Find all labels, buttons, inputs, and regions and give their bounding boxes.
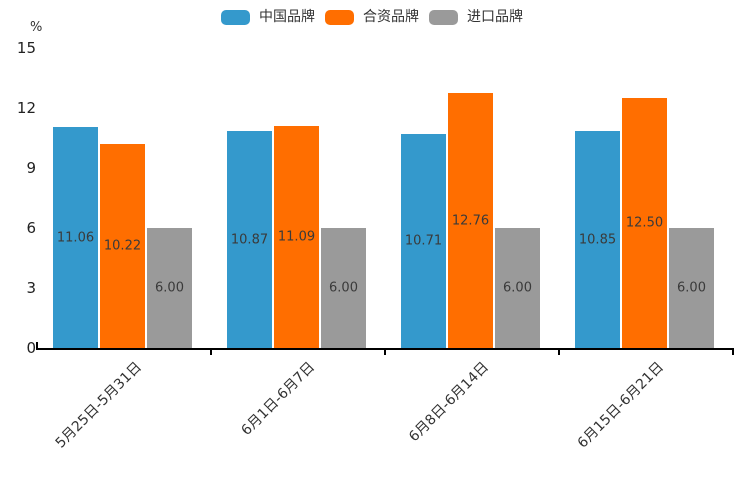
bar-value-label: 6.00 xyxy=(329,280,358,296)
x-axis-tick xyxy=(36,342,38,348)
legend-item-2[interactable]: 合资品牌 xyxy=(325,8,419,26)
bar-value-label: 6.00 xyxy=(155,280,184,296)
bar-进口品牌-5月25日-5月31日[interactable]: 6.00 xyxy=(147,228,192,348)
x-axis-tick-label: 6月8日-6月14日 xyxy=(406,359,493,446)
bar-合资品牌-6月1日-6月7日[interactable]: 11.09 xyxy=(274,126,319,348)
x-axis-tick xyxy=(384,350,386,355)
legend-swatch-icon xyxy=(325,9,354,25)
y-axis-tick-label: 15 xyxy=(16,39,36,57)
bar-value-label: 11.06 xyxy=(56,230,95,245)
bar-进口品牌-6月8日-6月14日[interactable]: 6.00 xyxy=(495,228,540,348)
bar-value-label: 6.00 xyxy=(677,280,706,296)
legend-swatch-icon xyxy=(429,9,458,25)
bar-value-label: 10.85 xyxy=(578,232,617,247)
bar-合资品牌-6月8日-6月14日[interactable]: 12.76 xyxy=(448,93,493,348)
bar-中国品牌-6月15日-6月21日[interactable]: 10.85 xyxy=(575,131,620,348)
y-axis-tick-label: 6 xyxy=(26,219,36,237)
bar-value-label: 10.71 xyxy=(404,233,443,249)
legend-label: 合资品牌 xyxy=(363,9,419,25)
bar-进口品牌-6月1日-6月7日[interactable]: 6.00 xyxy=(321,228,366,348)
x-axis-tick xyxy=(558,350,560,355)
x-axis-tick-label: 6月15日-6月21日 xyxy=(574,359,667,452)
bar-value-label: 10.87 xyxy=(230,232,269,247)
x-axis-tick xyxy=(732,350,734,355)
legend: 中国品牌 合资品牌 进口品牌 xyxy=(0,8,744,26)
y-axis-tick-label: 3 xyxy=(26,279,36,297)
bar-value-label: 12.76 xyxy=(451,213,490,228)
bar-合资品牌-6月15日-6月21日[interactable]: 12.50 xyxy=(622,98,667,348)
x-axis-tick-label: 6月1日-6月7日 xyxy=(238,359,319,439)
bar-value-label: 11.09 xyxy=(277,229,316,245)
x-axis-tick-label: 5月25日-5月31日 xyxy=(52,359,145,452)
y-axis-tick-label: 12 xyxy=(16,99,36,117)
x-axis-line xyxy=(36,348,734,350)
bar-中国品牌-5月25日-5月31日[interactable]: 11.06 xyxy=(53,127,98,348)
legend-label: 中国品牌 xyxy=(259,9,315,25)
bar-进口品牌-6月15日-6月21日[interactable]: 6.00 xyxy=(669,228,714,348)
x-axis-tick xyxy=(210,350,212,355)
legend-item-3[interactable]: 进口品牌 xyxy=(429,8,523,26)
bar-value-label: 6.00 xyxy=(503,280,532,296)
bar-中国品牌-6月8日-6月14日[interactable]: 10.71 xyxy=(401,134,446,348)
y-axis-unit-label: % xyxy=(30,20,43,35)
legend-item-1[interactable]: 中国品牌 xyxy=(221,8,315,26)
bar-value-label: 12.50 xyxy=(625,215,664,231)
bar-合资品牌-5月25日-5月31日[interactable]: 10.22 xyxy=(100,144,145,348)
bar-value-label: 10.22 xyxy=(103,238,142,254)
bar-中国品牌-6月1日-6月7日[interactable]: 10.87 xyxy=(227,131,272,348)
y-axis-tick-label: 9 xyxy=(26,159,36,177)
legend-swatch-icon xyxy=(221,9,250,25)
y-axis-tick-label: 0 xyxy=(26,339,36,357)
legend-label: 进口品牌 xyxy=(467,9,523,25)
